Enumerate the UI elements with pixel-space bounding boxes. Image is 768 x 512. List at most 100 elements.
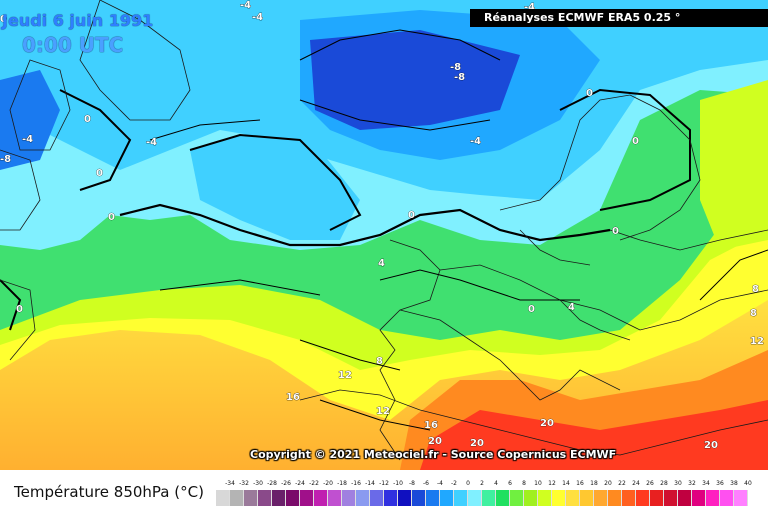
- legend-tick-label: -32: [239, 480, 249, 487]
- zero-isotherm: [119, 203, 611, 247]
- legend-swatch: [328, 490, 342, 506]
- legend-swatch: [524, 490, 538, 506]
- contour-label: -4: [240, 0, 251, 11]
- contour-label: 0: [408, 210, 415, 221]
- legend-tick-label: 10: [534, 480, 542, 487]
- legend-tick-label: 30: [674, 480, 682, 487]
- legend-tick-label: 38: [730, 480, 738, 487]
- copyright-notice: Copyright © 2021 Meteociel.fr - Source C…: [250, 448, 617, 461]
- legend-swatch: [216, 490, 230, 506]
- legend-tick-label: 34: [702, 480, 710, 487]
- legend-swatch: [538, 490, 552, 506]
- source-banner: Réanalyses ECMWF ERA5 0.25 °: [470, 9, 768, 27]
- legend-tick-label: -28: [267, 480, 277, 487]
- hottest-zone: [420, 400, 768, 470]
- legend-tick-label: -18: [337, 480, 347, 487]
- contour-label: -8: [450, 62, 461, 73]
- legend-tick-label: -4: [437, 480, 443, 487]
- legend-tick-label: 12: [548, 480, 556, 487]
- contour-label: -4: [252, 12, 263, 23]
- contour-label: -8: [454, 72, 465, 83]
- legend-swatch: [706, 490, 720, 506]
- legend-swatch: [300, 490, 314, 506]
- legend-tick-label: 32: [688, 480, 696, 487]
- legend-tick-label: 28: [660, 480, 668, 487]
- contour-label: 12: [376, 406, 390, 417]
- legend-tick-label: -34: [225, 480, 235, 487]
- legend-swatch: [678, 490, 692, 506]
- contour-label: 20: [470, 438, 484, 449]
- legend-tick-label: -20: [323, 480, 333, 487]
- contour-label: -4: [22, 134, 33, 145]
- contour-label: 0: [0, 14, 7, 25]
- legend-tick-label: -10: [393, 480, 403, 487]
- legend-tick-label: 4: [494, 480, 498, 487]
- legend-label: Température 850hPa (°C): [14, 483, 204, 501]
- contour-label: 16: [286, 392, 300, 403]
- legend-tick-label: 16: [576, 480, 584, 487]
- zero-isotherm-west: [0, 279, 22, 331]
- legend-swatch: [384, 490, 398, 506]
- legend-swatch: [664, 490, 678, 506]
- coastlines: [0, 0, 768, 461]
- legend-tick-label: -30: [253, 480, 263, 487]
- zero-isotherm-iceland: [189, 133, 362, 231]
- contour-label: 0: [586, 88, 593, 99]
- isotherms-thin: [149, 29, 768, 431]
- legend-tick-label: -26: [281, 480, 291, 487]
- map-canvas: -4 -4 -4 -8 -8 -8 -4 -4 0 0 0 0 0 0 0 0 …: [0, 0, 768, 470]
- contour-label: 0: [96, 168, 103, 179]
- legend-swatch: [314, 490, 328, 506]
- coldest-zone: [310, 30, 520, 130]
- date-title: Jeudi 6 juin 1991: [2, 11, 154, 30]
- legend-swatch: [566, 490, 580, 506]
- legend-swatch: [286, 490, 300, 506]
- contour-label: 0: [84, 114, 91, 125]
- contour-label: 4: [568, 302, 575, 313]
- legend-swatch: [272, 490, 286, 506]
- contour-label: 12: [338, 370, 352, 381]
- legend-swatch: [230, 490, 244, 506]
- legend-swatch: [734, 490, 748, 506]
- legend-swatch: [440, 490, 454, 506]
- legend-tick-label: 20: [604, 480, 612, 487]
- contour-label: 20: [540, 418, 554, 429]
- legend-tick-label: 2: [480, 480, 484, 487]
- legend-tick-label: 24: [632, 480, 640, 487]
- legend-tick-label: -2: [451, 480, 457, 487]
- legend-tick-label: 6: [508, 480, 512, 487]
- contour-label: 16: [424, 420, 438, 431]
- legend-swatch: [510, 490, 524, 506]
- contour-label: 8: [752, 284, 759, 295]
- legend-swatch: [720, 490, 734, 506]
- legend-tick-label: -6: [423, 480, 429, 487]
- contour-label: -4: [470, 136, 481, 147]
- contour-label: 0: [528, 304, 535, 315]
- legend-swatch: [426, 490, 440, 506]
- legend-swatch: [552, 490, 566, 506]
- temperature-map: -4 -4 -4 -8 -8 -8 -4 -4 0 0 0 0 0 0 0 0 …: [0, 0, 768, 470]
- legend-swatch: [580, 490, 594, 506]
- contour-label: 0: [632, 136, 639, 147]
- legend-swatch: [650, 490, 664, 506]
- east-warm-zone: [700, 80, 768, 250]
- legend-tick-label: 26: [646, 480, 654, 487]
- zero-isotherm-scandinavia: [559, 88, 691, 211]
- contour-label: -4: [146, 137, 157, 148]
- legend-tick-label: 18: [590, 480, 598, 487]
- contour-label: -4: [524, 2, 535, 13]
- legend-swatch: [370, 490, 384, 506]
- zero-isotherm-greenland: [59, 89, 132, 191]
- legend-tick-label: 14: [562, 480, 570, 487]
- legend-swatch: [468, 490, 482, 506]
- legend-swatch: [412, 490, 426, 506]
- legend-swatch: [496, 490, 510, 506]
- legend-tick-label: 36: [716, 480, 724, 487]
- legend-tick-label: 8: [522, 480, 526, 487]
- greenland-cold-zone: [0, 70, 60, 170]
- contour-labels: -4 -4 -4 -8 -8 -8 -4 -4 0 0 0 0 0 0 0 0 …: [0, 0, 764, 451]
- legend-swatch: [244, 490, 258, 506]
- legend-tick-label: -14: [365, 480, 375, 487]
- contour-label: 20: [704, 440, 718, 451]
- color-legend: Température 850hPa (°C) -34 -32 -30 -28 -26-…: [0, 470, 768, 512]
